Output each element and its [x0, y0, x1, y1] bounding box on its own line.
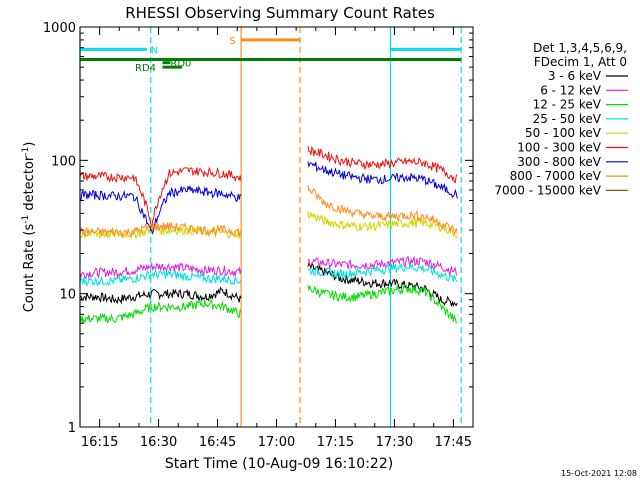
x-tick-label-0: 16:15: [81, 435, 118, 450]
y-label-part-2: detector: [22, 155, 37, 215]
series-2-trace-1: [307, 284, 458, 324]
legend-label-4: 50 - 100 keV: [525, 126, 602, 140]
series-7-trace-0: [79, 221, 242, 239]
status-bar-label-2: S: [229, 36, 235, 47]
series-0-trace-0: [79, 286, 242, 305]
chart-title: RHESSI Observing Summary Count Rates: [125, 4, 435, 22]
plot-area: N S RD4 RD0: [79, 27, 462, 427]
status-bar-label-4: RD4: [135, 63, 156, 74]
legend-header-line-1: Det 1,3,4,5,6,9,: [533, 41, 627, 55]
y-label-sup-2: -1: [21, 147, 31, 156]
series-6-trace-1: [307, 161, 458, 199]
series-3-trace-0: [79, 268, 242, 287]
status-bar-label-5: RD0: [170, 59, 191, 70]
legend-label-7: 800 - 7000 keV: [510, 169, 602, 183]
legend-label-0: 3 - 6 keV: [548, 69, 602, 83]
x-tick-label-1: 16:30: [140, 435, 177, 450]
series-4-trace-0: [79, 224, 242, 240]
legend-label-6: 300 - 800 keV: [517, 155, 601, 169]
y-axis-label: Count Rate (s-1 detector-1): [21, 142, 37, 313]
y-axis: 1 10 100 1000: [43, 21, 473, 436]
status-bar-label-0: N: [151, 45, 158, 56]
legend: Det 1,3,4,5,6,9, FDecim 1, Att 0 3 - 6 k…: [494, 41, 628, 197]
y-label-sup-1: -1: [21, 215, 31, 224]
legend-label-5: 100 - 300 keV: [517, 141, 601, 155]
series-5-trace-1: [307, 145, 458, 184]
series-6-trace-0: [79, 185, 242, 236]
y-tick-label-2: 100: [51, 154, 76, 169]
legend-label-1: 6 - 12 keV: [540, 83, 602, 97]
plot-frame: [79, 26, 474, 428]
x-tick-label-4: 17:15: [317, 435, 354, 450]
legend-label-8: 7000 - 15000 keV: [494, 183, 601, 197]
legend-label-2: 12 - 25 keV: [533, 98, 602, 112]
series-3-trace-1: [307, 262, 458, 283]
y-tick-label-0: 1: [68, 421, 76, 436]
y-tick-label-1: 10: [59, 288, 76, 303]
timestamp: 15-Oct-2021 12:08: [561, 469, 637, 478]
series-2-trace-0: [79, 298, 242, 325]
series-5-trace-0: [79, 166, 242, 229]
legend-label-3: 25 - 50 keV: [533, 112, 602, 126]
legend-header-line-2: FDecim 1, Att 0: [534, 55, 627, 69]
series-1-trace-1: [307, 255, 458, 276]
x-axis-label: Start Time (10-Aug-09 16:10:22): [165, 456, 393, 472]
y-tick-label-3: 1000: [43, 21, 76, 36]
x-tick-label-6: 17:45: [435, 435, 472, 450]
series-7-trace-1: [307, 185, 458, 235]
x-tick-label-2: 16:45: [199, 435, 236, 450]
y-label-part-1: Count Rate (s: [22, 224, 37, 313]
x-axis: 16:15 16:30 16:45 17:00 17:15 17:30 17:45: [79, 27, 474, 450]
series-0-trace-1: [307, 261, 458, 308]
x-tick-label-5: 17:30: [376, 435, 413, 450]
x-tick-label-3: 17:00: [258, 435, 295, 450]
series-4-trace-1: [307, 210, 458, 239]
y-label-part-3: ): [22, 142, 37, 147]
